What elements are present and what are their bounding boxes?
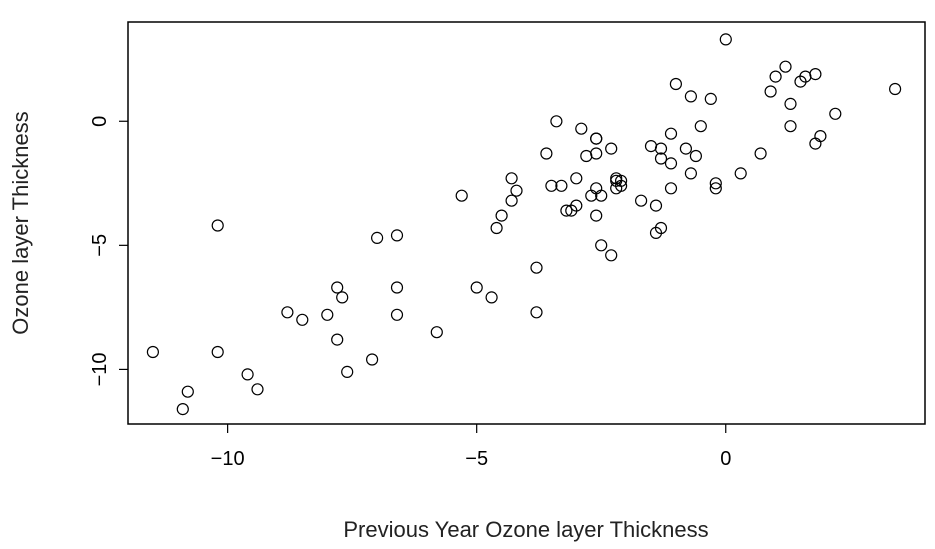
scatter-point-56 [644, 140, 658, 153]
scatter-point-32 [550, 115, 563, 128]
scatter-point-65 [669, 77, 683, 91]
scatter-point-31 [545, 179, 558, 192]
scatter-point-59 [654, 221, 668, 235]
scatter-point-63 [664, 157, 678, 170]
scatter-point-10 [331, 281, 344, 294]
scatter-point-11 [331, 333, 344, 346]
scatter-point-17 [390, 281, 404, 294]
scatter-point-18 [390, 308, 404, 321]
scatter-point-47 [595, 189, 608, 202]
scatter-point-13 [341, 365, 354, 378]
points-layer [146, 33, 902, 416]
scatter-point-66 [679, 142, 693, 155]
scatter-point-68 [684, 90, 698, 103]
scatter-point-72 [709, 182, 722, 195]
scatter-point-81 [784, 97, 797, 111]
scatter-point-73 [709, 177, 722, 190]
y-axis: −10 −5 0 [89, 116, 128, 386]
scatter-point-53 [614, 174, 628, 187]
scatter-point-69 [689, 149, 703, 163]
scatter-point-80 [784, 120, 797, 133]
y-tick-label: −10 [89, 352, 111, 386]
scatter-point-71 [704, 92, 717, 106]
scatter-point-86 [814, 130, 827, 143]
scatter-point-16 [390, 229, 404, 242]
scatter-point-38 [575, 122, 588, 135]
scatter-point-43 [590, 147, 603, 160]
scatter-point-27 [505, 172, 518, 185]
y-axis-title: Ozone layer Thickness [8, 111, 33, 334]
scatter-point-79 [779, 60, 792, 73]
x-tick-label: −10 [211, 448, 245, 470]
scatter-point-55 [634, 194, 648, 207]
scatter-point-75 [734, 167, 747, 180]
x-tick-label: −5 [465, 448, 488, 470]
scatter-point-67 [684, 167, 698, 180]
scatter-point-87 [829, 107, 842, 120]
scatter-point-61 [654, 152, 668, 165]
scatter-point-76 [754, 147, 767, 160]
x-tick-label: 0 [720, 448, 731, 470]
scatter-point-1 [181, 385, 194, 398]
scatter-point-5 [241, 368, 254, 381]
scatter-point-23 [490, 221, 503, 235]
scatter-point-2 [176, 403, 189, 416]
scatter-point-29 [530, 306, 543, 319]
scatter-point-24 [495, 209, 508, 222]
scatter-point-20 [455, 189, 468, 202]
scatter-point-45 [590, 132, 603, 145]
scatter-point-46 [595, 239, 608, 252]
scatter-point-21 [470, 281, 483, 294]
scatter-point-64 [664, 182, 678, 195]
scatter-point-12 [336, 291, 349, 304]
scatter-point-54 [614, 179, 628, 192]
scatter-point-15 [371, 231, 384, 244]
y-tick-label: 0 [89, 116, 111, 127]
scatter-point-57 [649, 199, 663, 212]
scatter-point-26 [510, 184, 523, 197]
scatter-point-78 [769, 70, 782, 83]
scatter-point-34 [560, 204, 573, 217]
scatter-point-36 [570, 199, 583, 212]
scatter-point-49 [605, 142, 618, 155]
scatter-point-4 [211, 219, 224, 232]
scatter-point-28 [530, 261, 543, 274]
scatter-point-19 [430, 326, 443, 339]
scatter-point-8 [296, 313, 309, 326]
scatter-point-14 [366, 353, 379, 366]
scatter-point-25 [505, 194, 518, 207]
scatter-point-88 [888, 82, 902, 96]
scatter-point-0 [146, 345, 159, 359]
scatter-point-9 [321, 308, 334, 321]
x-axis: −10 −5 0 [211, 424, 731, 470]
scatter-point-30 [540, 147, 553, 160]
scatter-point-77 [764, 85, 777, 98]
scatter-point-33 [555, 179, 568, 192]
y-tick-label: −5 [89, 234, 111, 257]
scatter-point-85 [809, 137, 822, 150]
scatter-point-62 [664, 127, 678, 140]
scatter-point-60 [654, 142, 668, 155]
scatter-point-3 [211, 345, 224, 359]
scatter-point-37 [570, 172, 583, 185]
scatter-point-74 [719, 33, 732, 46]
scatter-point-6 [251, 383, 264, 396]
scatter-point-7 [281, 306, 294, 319]
scatter-point-39 [580, 149, 593, 163]
scatter-point-42 [590, 209, 603, 222]
scatter-point-70 [694, 120, 707, 133]
x-axis-title: Previous Year Ozone layer Thickness [343, 517, 708, 542]
scatter-point-22 [485, 291, 498, 304]
plot-frame [127, 21, 926, 425]
scatter-point-84 [809, 67, 822, 81]
scatter-point-48 [605, 249, 618, 262]
